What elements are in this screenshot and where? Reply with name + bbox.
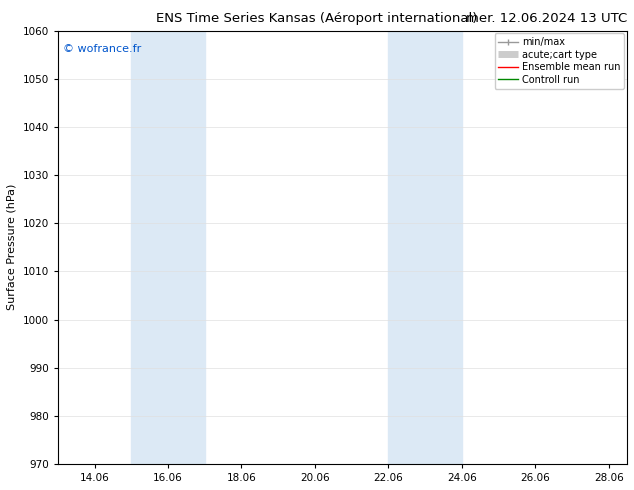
- Bar: [131, 30, 205, 464]
- Y-axis label: Surface Pressure (hPa): Surface Pressure (hPa): [7, 184, 17, 311]
- Text: mer. 12.06.2024 13 UTC: mer. 12.06.2024 13 UTC: [467, 12, 628, 25]
- Text: © wofrance.fr: © wofrance.fr: [63, 44, 142, 53]
- Bar: [389, 30, 462, 464]
- Text: ENS Time Series Kansas (Aéroport international): ENS Time Series Kansas (Aéroport interna…: [157, 12, 477, 25]
- Legend: min/max, acute;cart type, Ensemble mean run, Controll run: min/max, acute;cart type, Ensemble mean …: [495, 33, 624, 89]
